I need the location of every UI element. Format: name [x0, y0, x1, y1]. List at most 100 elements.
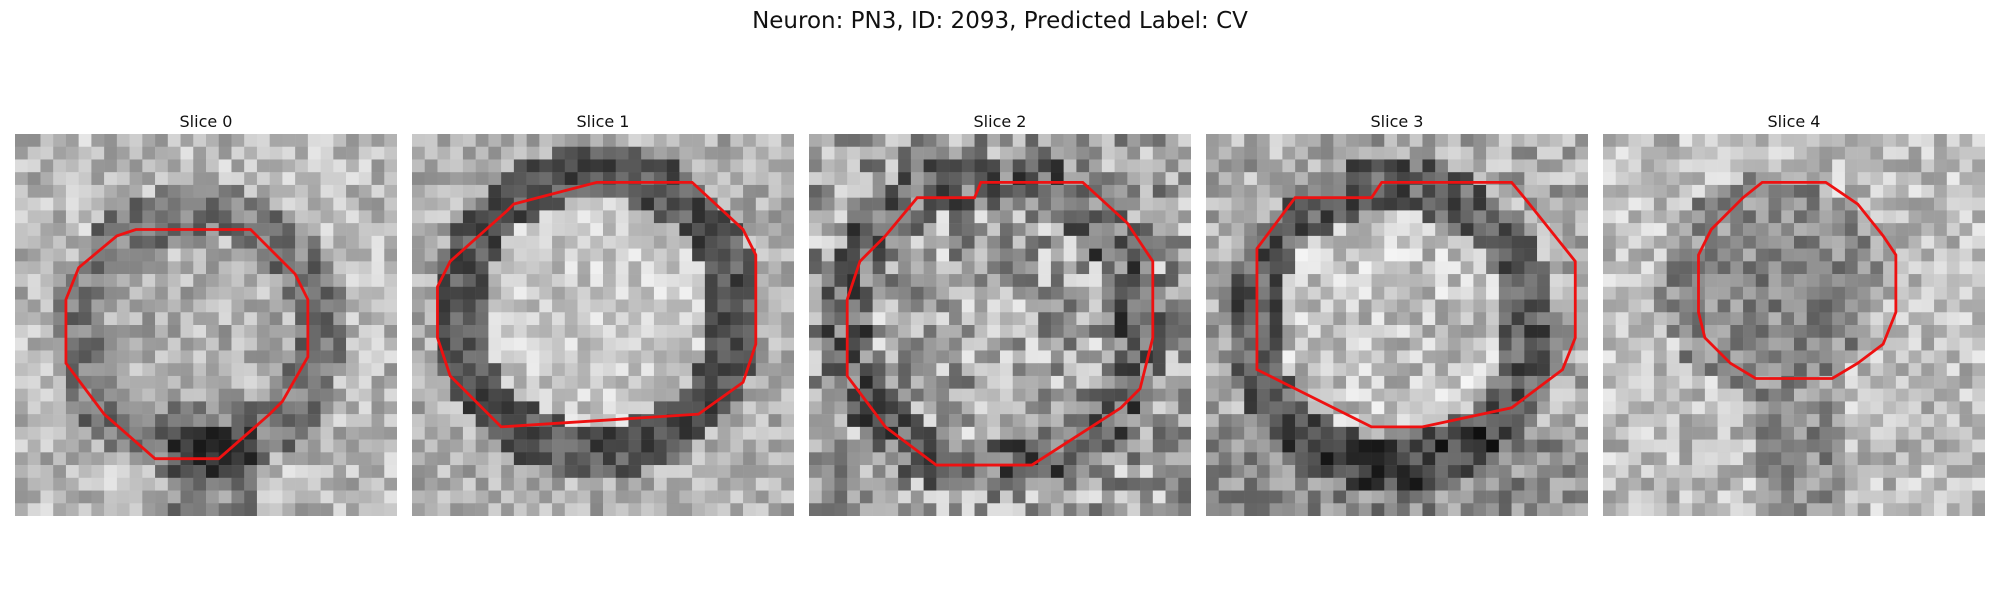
image-pixel	[1231, 159, 1244, 172]
image-pixel	[1756, 350, 1769, 363]
image-pixel	[1000, 491, 1013, 504]
image-pixel	[1769, 274, 1782, 287]
image-pixel	[1832, 147, 1845, 160]
image-pixel	[898, 300, 911, 313]
image-pixel	[1960, 401, 1973, 414]
image-pixel	[769, 338, 782, 351]
image-pixel	[1807, 491, 1820, 504]
image-pixel	[578, 338, 591, 351]
image-pixel	[1960, 300, 1973, 313]
image-pixel	[1654, 363, 1667, 376]
image-pixel	[654, 338, 667, 351]
image-pixel	[949, 465, 962, 478]
image-pixel	[873, 350, 886, 363]
image-pixel	[488, 300, 501, 313]
image-pixel	[1756, 159, 1769, 172]
image-pixel	[244, 401, 257, 414]
image-pixel	[822, 491, 835, 504]
image-pixel	[1667, 223, 1680, 236]
image-pixel	[1127, 414, 1140, 427]
image-pixel	[1705, 172, 1718, 185]
image-pixel	[53, 325, 66, 338]
image-pixel	[1321, 452, 1334, 465]
image-pixel	[270, 427, 283, 440]
image-pixel	[924, 147, 937, 160]
image-pixel	[1051, 300, 1064, 313]
microscopy-slice-image	[412, 134, 794, 516]
image-pixel	[1934, 172, 1947, 185]
image-pixel	[1013, 503, 1026, 516]
image-pixel	[333, 249, 346, 262]
image-pixel	[28, 350, 41, 363]
image-pixel	[1883, 401, 1896, 414]
image-pixel	[781, 325, 794, 338]
image-pixel	[924, 134, 937, 147]
image-pixel	[206, 210, 219, 223]
image-pixel	[1308, 261, 1321, 274]
image-pixel	[873, 338, 886, 351]
image-pixel	[1921, 223, 1934, 236]
image-pixel	[1781, 210, 1794, 223]
image-pixel	[244, 300, 257, 313]
image-pixel	[15, 376, 28, 389]
image-pixel	[168, 172, 181, 185]
image-pixel	[834, 363, 847, 376]
image-pixel	[40, 172, 53, 185]
image-pixel	[1025, 223, 1038, 236]
image-pixel	[244, 325, 257, 338]
image-pixel	[975, 478, 988, 491]
image-pixel	[1231, 440, 1244, 453]
image-pixel	[1679, 223, 1692, 236]
image-pixel	[1282, 478, 1295, 491]
image-pixel	[1512, 414, 1525, 427]
image-pixel	[590, 350, 603, 363]
image-pixel	[1512, 198, 1525, 211]
image-pixel	[450, 427, 463, 440]
image-pixel	[1909, 312, 1922, 325]
image-pixel	[1166, 401, 1179, 414]
image-pixel	[219, 210, 232, 223]
image-pixel	[769, 147, 782, 160]
image-pixel	[1153, 427, 1166, 440]
image-pixel	[730, 465, 743, 478]
image-pixel	[1807, 350, 1820, 363]
image-pixel	[1359, 249, 1372, 262]
image-pixel	[743, 491, 756, 504]
image-pixel	[1692, 427, 1705, 440]
image-pixel	[641, 134, 654, 147]
image-pixel	[924, 312, 937, 325]
image-pixel	[1435, 440, 1448, 453]
image-pixel	[104, 338, 117, 351]
image-pixel	[1934, 363, 1947, 376]
image-pixel	[1756, 300, 1769, 313]
image-pixel	[1372, 376, 1385, 389]
image-pixel	[628, 261, 641, 274]
image-pixel	[1410, 159, 1423, 172]
image-pixel	[359, 287, 372, 300]
image-pixel	[756, 261, 769, 274]
image-pixel	[809, 159, 822, 172]
image-pixel	[514, 261, 527, 274]
image-pixel	[539, 503, 552, 516]
image-pixel	[1575, 134, 1588, 147]
image-pixel	[1781, 491, 1794, 504]
image-pixel	[346, 440, 359, 453]
image-pixel	[1756, 249, 1769, 262]
image-pixel	[1076, 338, 1089, 351]
image-pixel	[975, 414, 988, 427]
image-pixel	[1140, 312, 1153, 325]
image-pixel	[372, 363, 385, 376]
image-pixel	[308, 223, 321, 236]
image-pixel	[231, 350, 244, 363]
image-pixel	[718, 376, 731, 389]
image-pixel	[603, 338, 616, 351]
image-pixel	[321, 491, 334, 504]
image-pixel	[654, 223, 667, 236]
image-pixel	[104, 389, 117, 402]
image-pixel	[1064, 478, 1077, 491]
image-pixel	[1947, 503, 1960, 516]
image-pixel	[181, 389, 194, 402]
image-pixel	[1089, 249, 1102, 262]
image-pixel	[437, 478, 450, 491]
image-pixel	[425, 159, 438, 172]
